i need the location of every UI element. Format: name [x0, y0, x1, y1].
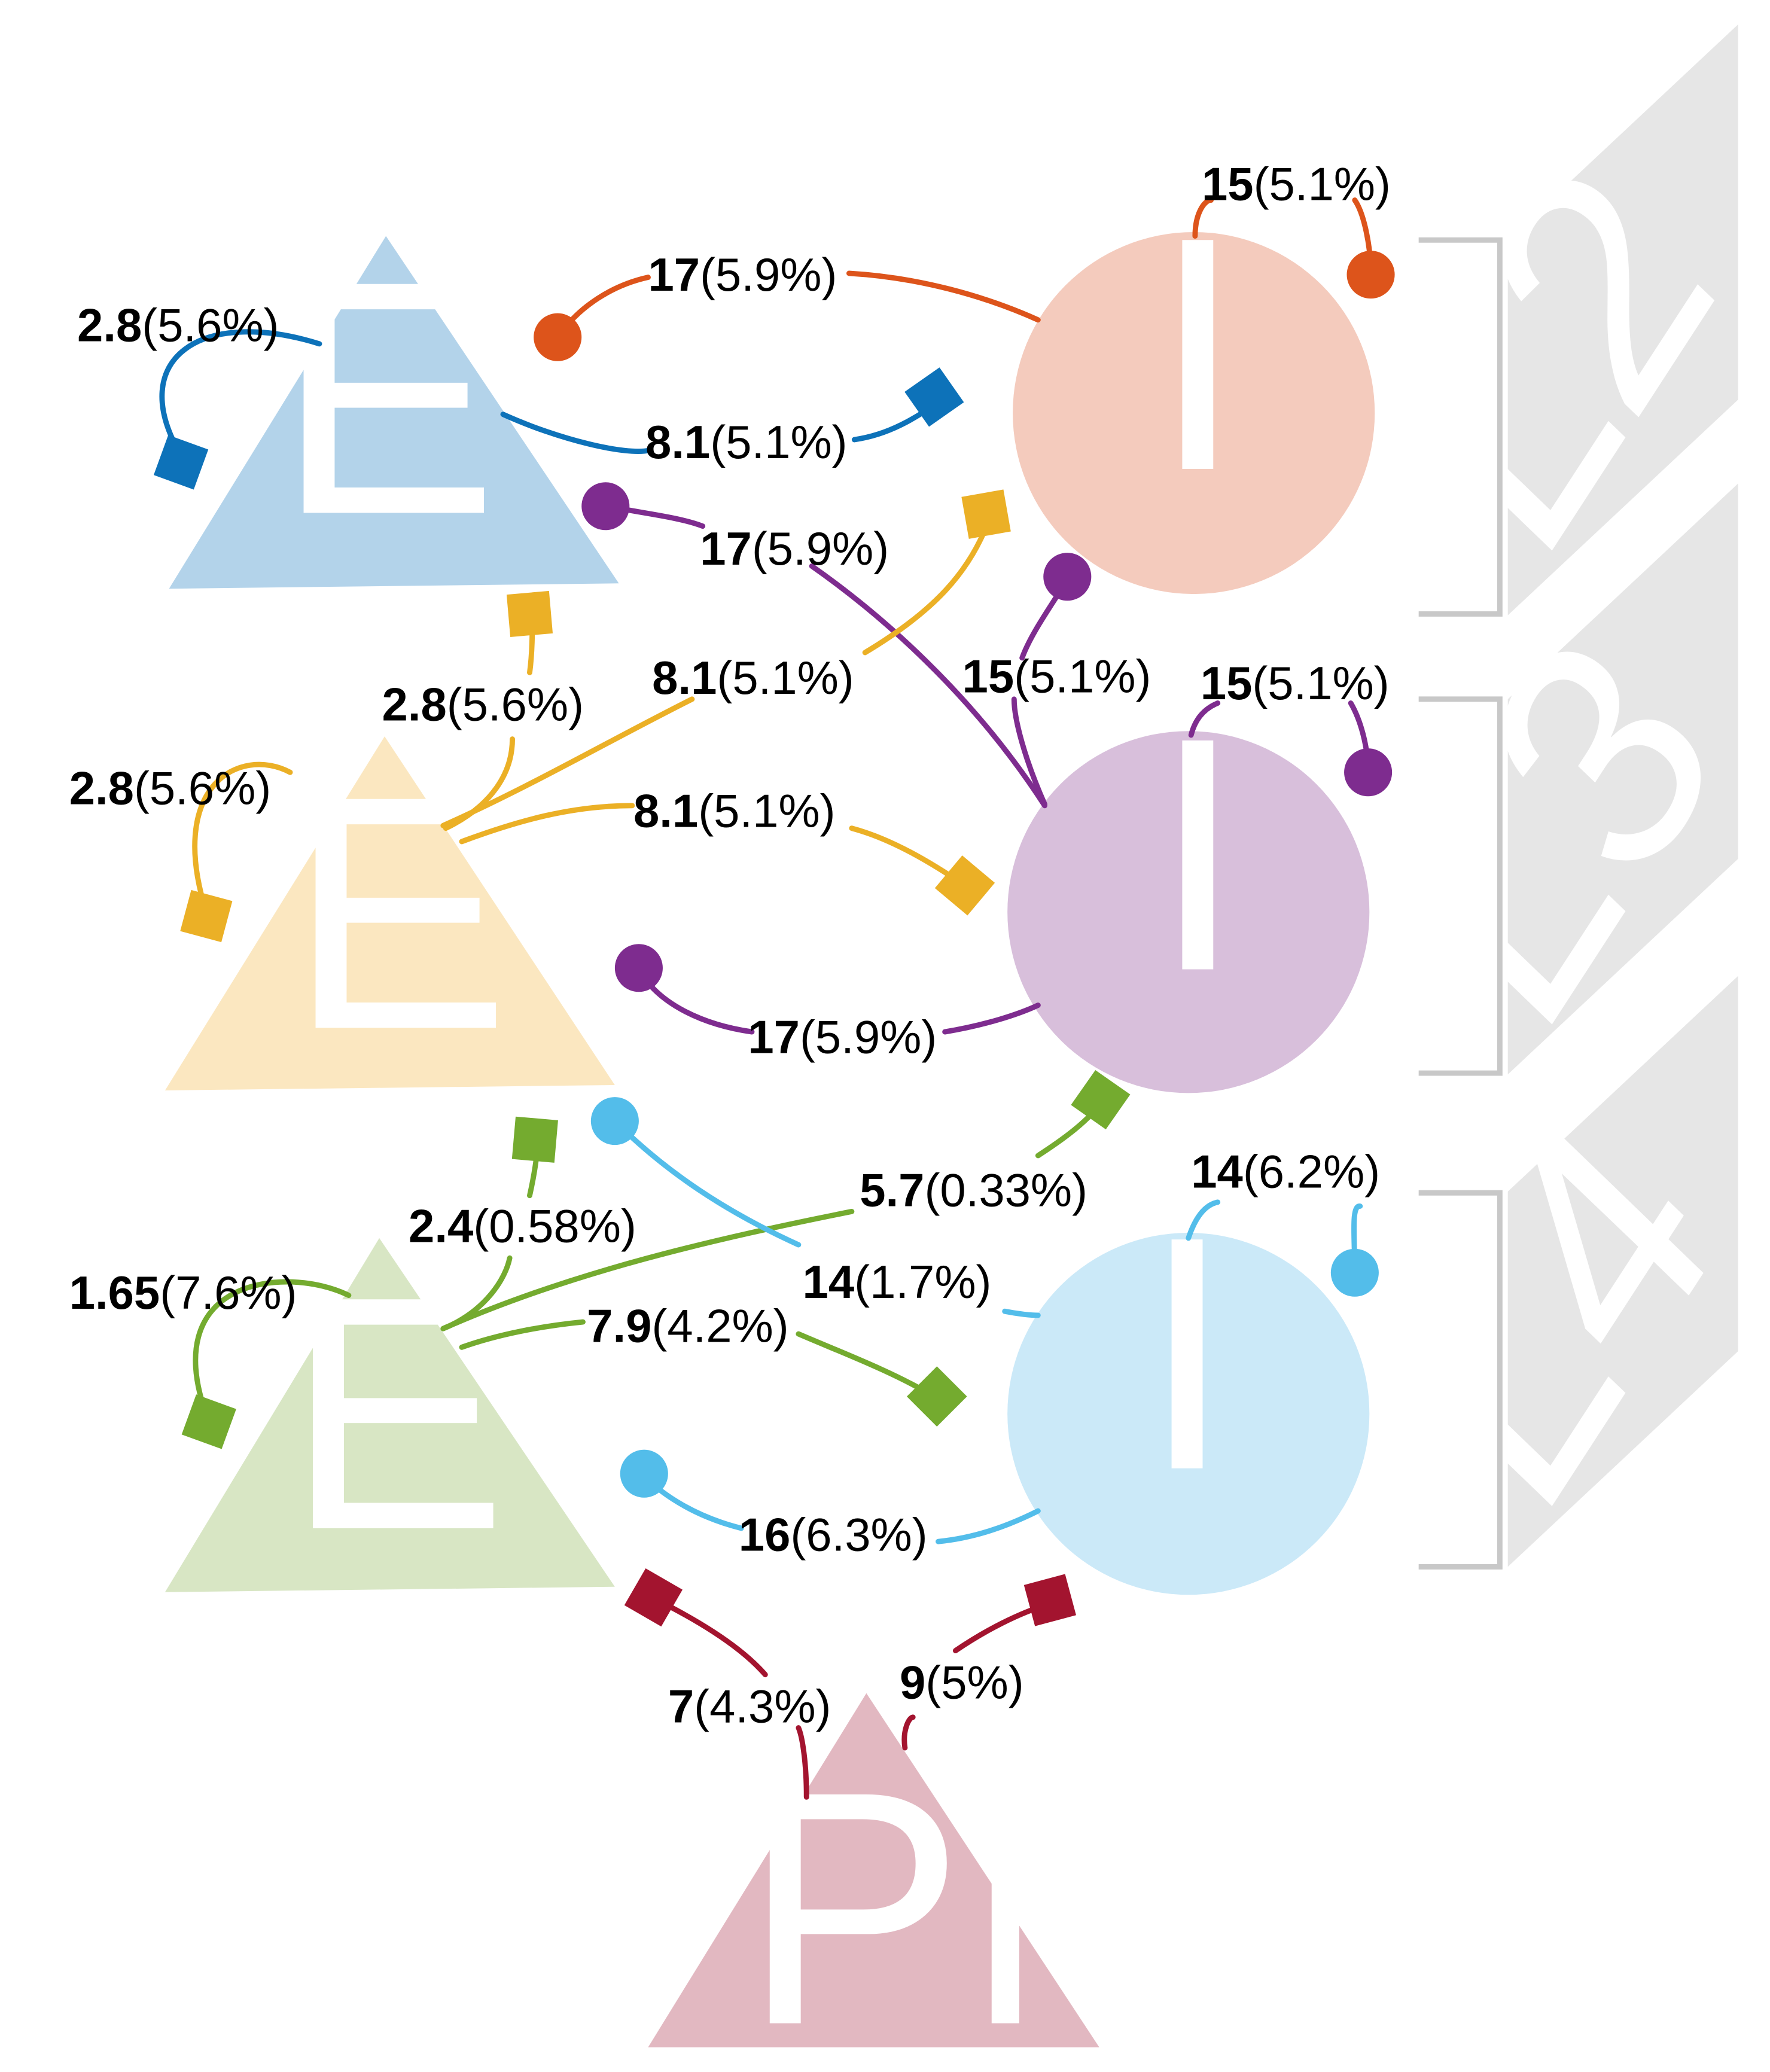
node-i-l4-label: I: [1141, 1167, 1233, 1539]
label-i2-self: 15(5.1%): [1202, 159, 1391, 211]
label-e3-i2: 8.1(5.1%): [652, 653, 854, 704]
label-e4-i4: 7.9(4.2%): [587, 1300, 789, 1352]
label-e2-i2: 8.1(5.1%): [645, 417, 848, 468]
node-i-l2: [1013, 231, 1375, 595]
edge-labels: 2.8(5.6%) 8.1(5.1%) 17(5.9%) 15(5.1%) 17…: [69, 159, 1391, 1733]
label-i3-i2: 15(5.1%): [962, 651, 1151, 703]
terminal-vpm-e4: [624, 1568, 683, 1627]
terminal-e4-i4: [906, 1366, 967, 1427]
bracket-l3: [1418, 696, 1503, 1076]
label-e3-e2: 2.8(5.6%): [382, 679, 584, 730]
terminal-e3-i2: [961, 489, 1011, 539]
label-e2-self: 2.8(5.6%): [77, 300, 279, 351]
edge-e4-self: [193, 1279, 352, 1425]
node-vpm: [648, 1693, 1099, 2047]
edge-e2-self: [159, 329, 322, 456]
node-e-l3: [164, 736, 615, 1090]
label-i3-e3: 17(5.9%): [748, 1012, 937, 1064]
label-i4-self: 14(6.2%): [1191, 1146, 1380, 1198]
terminal-e4-self: [181, 1394, 236, 1449]
terminal-e2-self: [153, 435, 209, 490]
label-i3-self: 15(5.1%): [1201, 658, 1390, 709]
terminal-i4-e4: [620, 1449, 668, 1498]
edge-e4-i4: [459, 1319, 934, 1398]
terminal-e3-e2: [506, 590, 553, 638]
label-e4-e3: 2.4(0.58%): [409, 1201, 636, 1253]
label-i4-e3: 14(1.7%): [803, 1257, 992, 1308]
terminal-e4-e3: [511, 1116, 558, 1163]
node-e-l4-label: E: [286, 1227, 508, 1599]
label-i3-e2: 17(5.9%): [700, 523, 889, 575]
terminal-i2-self: [1346, 251, 1395, 299]
node-i-l4: [1007, 1232, 1370, 1595]
label-e4-i3: 5.7(0.33%): [860, 1165, 1087, 1217]
bracket-l4: [1418, 1190, 1503, 1570]
node-i-l3-label: I: [1151, 668, 1244, 1040]
layer-box-l2: [1507, 24, 1738, 615]
terminal-e4-i3: [1071, 1069, 1131, 1130]
node-e-l3-label: E: [288, 726, 510, 1098]
terminal-i2-e2: [534, 313, 582, 361]
node-e-l2-label: E: [276, 211, 498, 583]
terminal-i3-e2: [581, 482, 630, 531]
label-e3-self: 2.8(5.6%): [69, 763, 272, 815]
label-i2-e2: 17(5.9%): [648, 249, 837, 301]
terminal-vpm-i4: [1023, 1574, 1076, 1626]
label-i4-e4: 16(6.3%): [739, 1510, 928, 1561]
terminal-i3-i2: [1043, 553, 1092, 601]
terminals: [153, 251, 1395, 1627]
nodes: E I E I E I VPM: [164, 167, 1375, 2072]
terminal-i3-e3: [614, 944, 663, 992]
node-i-l3: [1007, 731, 1370, 1093]
node-e-l4: [164, 1238, 615, 1592]
layer-box-l4: [1507, 976, 1738, 1567]
label-e4-self: 1.65(7.6%): [69, 1267, 297, 1319]
label-vpm-i4: 9(5%): [900, 1657, 1024, 1709]
layer-brackets: [1418, 237, 1503, 1570]
node-vpm-label: VPM: [520, 1722, 1241, 2069]
terminal-e3-i3: [934, 855, 995, 916]
node-e-l2: [169, 236, 619, 589]
terminal-e3-self: [180, 889, 233, 943]
terminal-i4-self: [1330, 1248, 1379, 1297]
edges: [159, 197, 1374, 1800]
edge-e3-self: [192, 761, 293, 915]
label-e3-i3: 8.1(5.1%): [633, 785, 836, 837]
label-vpm-e4: 7(4.3%): [668, 1681, 831, 1733]
edge-i4-e3: [612, 1118, 1041, 1318]
terminal-i3-self: [1344, 748, 1393, 797]
terminal-i4-e3: [590, 1097, 639, 1145]
layer-box-l3: [1507, 483, 1738, 1075]
bracket-l2: [1418, 237, 1503, 617]
terminal-e2-i2: [904, 367, 964, 427]
